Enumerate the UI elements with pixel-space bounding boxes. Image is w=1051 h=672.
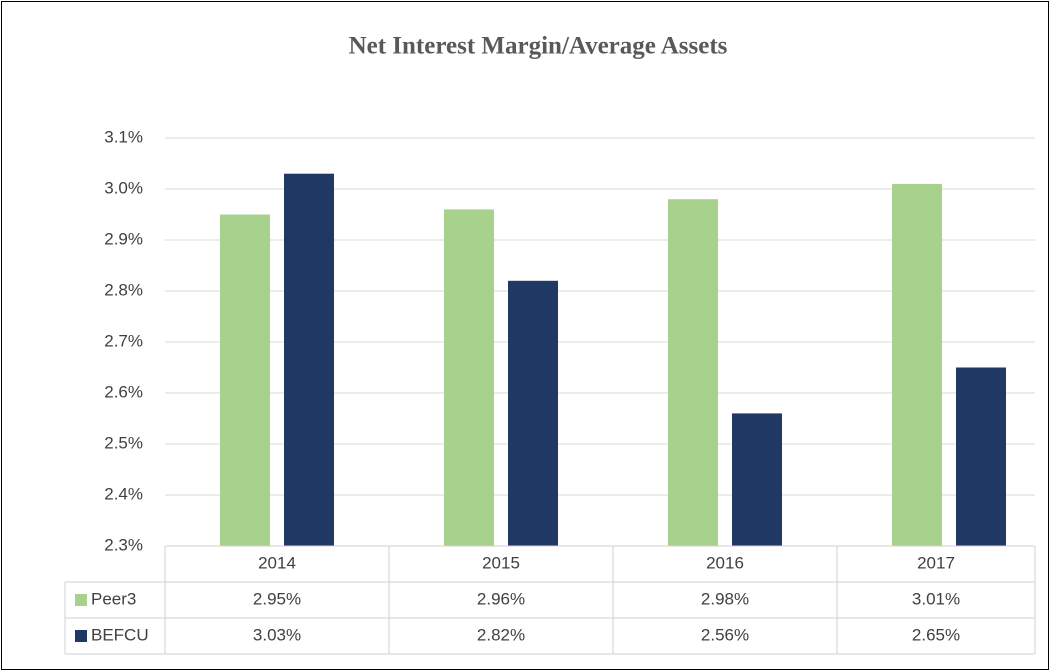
bar	[220, 214, 270, 546]
table-value: 2.98%	[701, 589, 749, 608]
bar	[508, 280, 558, 546]
table-value: 3.03%	[253, 625, 301, 644]
legend-label: BEFCU	[91, 625, 149, 644]
legend-swatch	[75, 594, 87, 606]
y-tick-label: 2.6%	[104, 382, 143, 401]
x-tick-label: 2014	[258, 553, 296, 572]
table-value: 2.96%	[477, 589, 525, 608]
y-tick-label: 2.8%	[104, 280, 143, 299]
y-tick-label: 2.5%	[104, 433, 143, 452]
bar	[668, 199, 718, 546]
legend-label: Peer3	[91, 589, 136, 608]
y-tick-label: 3.1%	[104, 127, 143, 146]
y-tick-label: 2.9%	[104, 229, 143, 248]
bar	[444, 209, 494, 546]
x-tick-label: 2015	[482, 553, 520, 572]
y-tick-label: 2.7%	[104, 331, 143, 350]
table-value: 3.01%	[912, 589, 960, 608]
y-tick-label: 3.0%	[104, 178, 143, 197]
chart-title: Net Interest Margin/Average Assets	[349, 33, 728, 60]
table-value: 2.65%	[912, 625, 960, 644]
bar	[284, 173, 334, 546]
table-value: 2.56%	[701, 625, 749, 644]
bar	[732, 413, 782, 546]
bar	[892, 183, 942, 546]
x-tick-label: 2016	[706, 553, 744, 572]
y-tick-label: 2.3%	[104, 535, 143, 554]
legend-swatch	[75, 630, 87, 642]
y-tick-label: 2.4%	[104, 484, 143, 503]
table-value: 2.95%	[253, 589, 301, 608]
bar	[956, 367, 1006, 546]
table-value: 2.82%	[477, 625, 525, 644]
x-tick-label: 2017	[917, 553, 955, 572]
